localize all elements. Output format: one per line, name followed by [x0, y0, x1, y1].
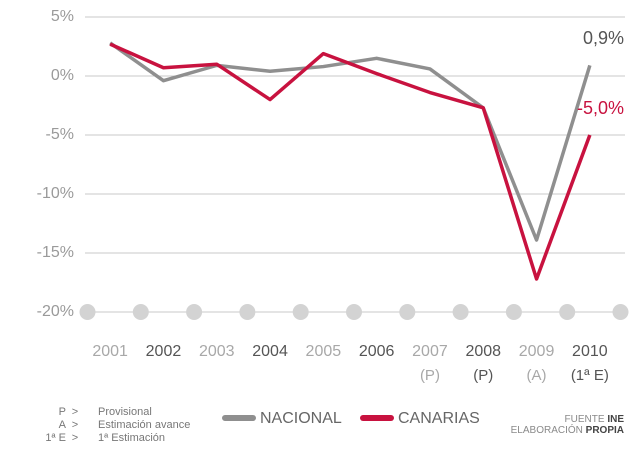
source-line: ELABORACIÓN PROPIA: [511, 423, 624, 436]
axis-dot: [399, 304, 416, 320]
note-sep: >: [72, 432, 78, 444]
line-series: [109, 42, 592, 281]
source-value: INE: [607, 414, 624, 425]
x-tick-label: 2009: [519, 343, 555, 360]
x-tick-label: 2010: [572, 343, 608, 360]
source-line: FUENTE INE: [565, 414, 625, 425]
source-label: ELABORACIÓN: [511, 423, 583, 436]
y-tick-label: -15%: [37, 244, 74, 261]
x-tick-label: 2007: [412, 343, 448, 360]
x-tick-label: 2008: [465, 343, 501, 360]
source-value: PROPIA: [586, 425, 624, 436]
note-text: 1ª Estimación: [98, 432, 165, 444]
legend-label: NACIONAL: [260, 410, 342, 427]
axis-dot: [346, 304, 362, 320]
note-sep: >: [72, 406, 78, 418]
x-tick-note: (P): [473, 367, 493, 384]
legend-label: CANARIAS: [398, 410, 480, 427]
axis-dot: [452, 304, 469, 320]
x-tick-label: 2004: [252, 343, 288, 360]
x-tick-note: (1ª E): [571, 367, 609, 384]
source-label: FUENTE: [565, 414, 605, 425]
y-tick-label: -5%: [46, 126, 74, 143]
y-tick-label: 5%: [51, 8, 74, 25]
note-key: A: [59, 419, 67, 431]
y-tick-label: -20%: [37, 303, 74, 320]
line-series: [109, 41, 592, 242]
x-tick-label: 2001: [92, 343, 128, 360]
note-text: Estimación avance: [98, 419, 190, 431]
note-key: P: [59, 406, 66, 418]
axis-dot: [292, 304, 309, 320]
axis-dot: [132, 304, 149, 320]
x-tick-label: 2002: [146, 343, 182, 360]
axis-dot: [505, 304, 522, 320]
note-key: 1ª E: [45, 432, 66, 444]
x-tick-label: 2005: [306, 343, 342, 360]
axis-dot: [186, 304, 203, 320]
y-tick-label: 0%: [51, 67, 74, 84]
axis-dot: [559, 304, 576, 320]
axis-dot: [239, 304, 256, 320]
x-tick-note: (P): [420, 367, 440, 384]
y-tick-label: -10%: [37, 185, 74, 202]
note-text: Provisional: [98, 406, 152, 418]
x-tick-label: 2003: [199, 343, 235, 360]
axis-dot: [79, 304, 96, 320]
axis-dot: [612, 304, 629, 320]
x-tick-label: 2006: [359, 343, 395, 360]
note-sep: >: [72, 419, 78, 431]
x-tick-note: (A): [527, 367, 547, 384]
value-label: 0,9%: [583, 28, 624, 48]
value-label: -5,0%: [577, 98, 624, 118]
